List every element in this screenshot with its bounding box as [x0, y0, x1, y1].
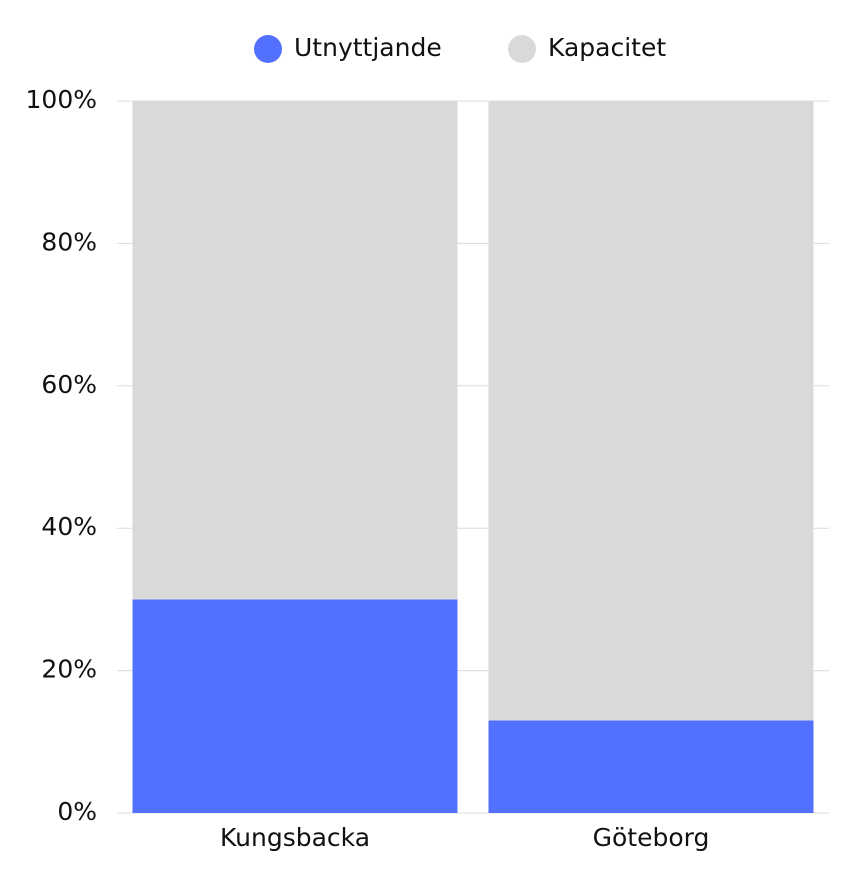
- bar-segment: [132, 599, 458, 813]
- y-tick-label: 100%: [26, 85, 97, 114]
- legend-swatch: [508, 35, 536, 63]
- bar-segment: [488, 101, 814, 721]
- y-tick-label: 40%: [41, 512, 97, 541]
- y-tick-label: 20%: [41, 655, 97, 684]
- legend-swatch: [254, 35, 282, 63]
- legend-label: Kapacitet: [548, 33, 666, 62]
- bar-segment: [488, 720, 814, 813]
- x-tick-label: Kungsbacka: [220, 823, 370, 852]
- bar-segment: [132, 101, 458, 600]
- y-tick-label: 60%: [41, 370, 97, 399]
- legend-label: Utnyttjande: [294, 33, 442, 62]
- y-tick-label: 80%: [41, 227, 97, 256]
- x-tick-label: Göteborg: [593, 823, 710, 852]
- y-tick-label: 0%: [57, 797, 97, 826]
